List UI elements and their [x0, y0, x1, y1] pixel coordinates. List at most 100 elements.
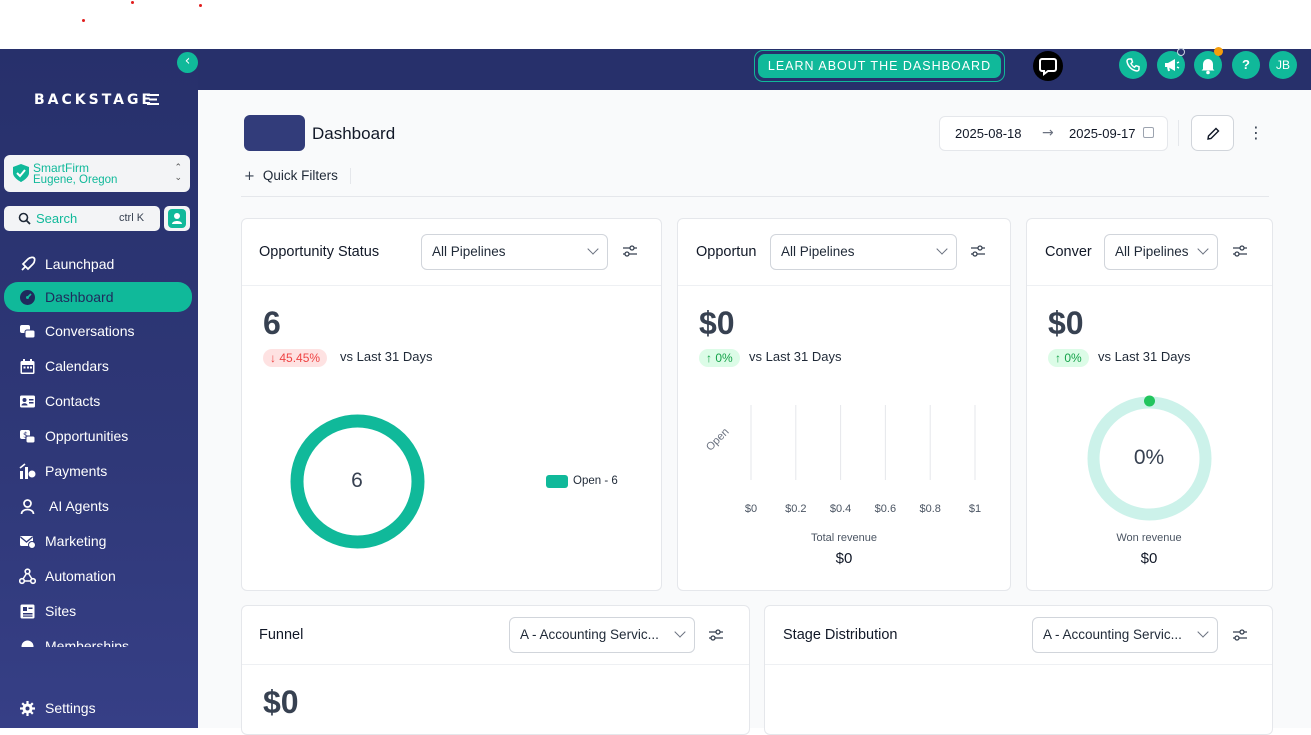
sidebar-item-memberships[interactable]: Memberships — [4, 631, 192, 647]
sidebar-item-launchpad[interactable]: Launchpad — [4, 249, 192, 279]
marketing-icon — [20, 536, 36, 549]
payments-icon — [19, 463, 36, 479]
sidebar-item-label: Marketing — [45, 533, 107, 549]
x-tick-label: $0.6 — [874, 503, 897, 515]
sidebar-item-marketing[interactable]: Marketing — [4, 526, 192, 556]
dashboard-icon — [20, 290, 35, 305]
chart-caption: Total revenue — [810, 532, 878, 544]
collapse-sidebar-button[interactable]: ‹ — [177, 52, 198, 73]
sidebar-item-label: Launchpad — [45, 256, 115, 272]
chevron-down-icon — [587, 243, 599, 255]
pipeline-select-value: All Pipelines — [1115, 244, 1189, 259]
chart-caption-value: $0 — [835, 550, 853, 567]
sidebar-item-conversations[interactable]: Conversations — [4, 316, 192, 346]
pipeline-select[interactable]: A - Accounting Servic... — [509, 617, 695, 653]
sidebar-search[interactable]: Search ctrl K — [4, 206, 160, 231]
pipeline-select-value: All Pipelines — [781, 244, 855, 259]
sidebar-item-opportunities[interactable]: $ Opportunities — [4, 421, 192, 451]
agent-icon — [20, 499, 35, 515]
calendar-icon — [1143, 127, 1154, 138]
date-range-picker[interactable]: 2025-08-18 → 2025-09-17 — [939, 116, 1168, 151]
chat-widget-button[interactable] — [1033, 51, 1063, 81]
card-divider — [242, 285, 661, 286]
top-strip — [0, 0, 1311, 49]
more-options-icon[interactable]: ⋮ — [1248, 123, 1264, 142]
red-dot — [82, 19, 85, 22]
sidebar-item-label: Dashboard — [45, 289, 114, 305]
card-title: Funnel — [259, 627, 304, 643]
memberships-icon — [21, 640, 34, 647]
revenue-bar-chart — [750, 405, 976, 480]
phone-button[interactable] — [1119, 51, 1147, 79]
metric-value: $0 — [1048, 305, 1084, 341]
avatar[interactable]: JB — [1269, 51, 1297, 79]
comparison-label: vs Last 31 Days — [749, 349, 842, 364]
user-icon — [168, 209, 186, 228]
date-end: 2025-09-17 — [1069, 126, 1136, 141]
sliders-icon[interactable] — [1232, 628, 1248, 642]
pipeline-select[interactable]: All Pipelines — [770, 234, 957, 270]
legend-label: Open - 6 — [573, 475, 618, 487]
edit-dashboard-button[interactable] — [1191, 115, 1234, 151]
account-location: Eugene, Oregon — [33, 174, 118, 186]
change-badge: ↓ 45.45% — [263, 349, 328, 367]
divider — [350, 168, 351, 184]
chevron-down-icon — [674, 626, 686, 638]
sidebar-item-label: Opportunities — [45, 428, 129, 444]
page-title: Dashboard — [312, 124, 396, 143]
sidebar-item-calendars[interactable]: Calendars — [4, 351, 192, 381]
pipeline-select[interactable]: All Pipelines — [421, 234, 608, 270]
sidebar-item-payments[interactable]: Payments — [4, 456, 192, 486]
change-badge: ↑ 0% — [699, 349, 740, 367]
learn-dashboard-button[interactable]: LEARN ABOUT THE DASHBOARD — [754, 50, 1005, 82]
sidebar-item-settings[interactable]: Settings — [4, 693, 192, 723]
learn-dashboard-label: LEARN ABOUT THE DASHBOARD — [758, 54, 1001, 78]
sliders-icon[interactable] — [622, 244, 638, 258]
phone-icon — [1126, 58, 1140, 72]
pipeline-select-value: A - Accounting Servic... — [520, 627, 659, 642]
rocket-icon — [21, 256, 36, 271]
pipeline-select[interactable]: A - Accounting Servic... — [1032, 617, 1218, 653]
arrow-right-icon: → — [1042, 125, 1054, 141]
sidebar-item-label: Calendars — [45, 358, 109, 374]
opportunity-status-card — [241, 218, 662, 591]
divider — [241, 196, 1269, 197]
sidebar-item-label: Memberships — [45, 638, 130, 647]
pipeline-select[interactable]: All Pipelines — [1104, 234, 1218, 270]
search-icon — [18, 212, 31, 225]
sidebar-item-ai-agents[interactable]: AI Agents — [4, 491, 192, 521]
sidebar-item-label: Conversations — [45, 323, 135, 339]
gauge-marker — [1144, 395, 1155, 407]
sliders-icon[interactable] — [970, 244, 986, 258]
account-switcher[interactable]: SmartFirm Eugene, Oregon ⌃ ⌄ — [4, 155, 190, 192]
bell-icon — [1201, 59, 1215, 75]
chevron-down-icon — [1197, 626, 1209, 638]
opportunities-icon: $ — [20, 430, 36, 444]
automation-icon — [19, 568, 36, 585]
opportunity-value-card — [677, 218, 1011, 591]
contact-quick-button[interactable] — [164, 206, 190, 231]
sliders-icon[interactable] — [708, 628, 724, 642]
sidebar-item-sites[interactable]: Sites — [4, 596, 192, 626]
x-tick-label: $1 — [968, 503, 982, 515]
help-button[interactable]: ? — [1232, 51, 1260, 79]
sidebar-item-contacts[interactable]: Contacts — [4, 386, 192, 416]
sliders-icon[interactable] — [1232, 244, 1248, 258]
quick-filters-button[interactable]: + Quick Filters — [244, 168, 338, 184]
pipeline-select-value: All Pipelines — [432, 244, 506, 259]
donut-slice-open[interactable] — [290, 414, 425, 549]
sidebar-item-dashboard[interactable]: Dashboard — [4, 282, 192, 312]
x-tick-label: $0 — [744, 503, 758, 515]
contacts-icon — [20, 395, 35, 408]
notification-dot — [1214, 47, 1223, 56]
card-title: Opportun — [696, 244, 757, 260]
dashboard-selector-block[interactable] — [244, 115, 305, 151]
quick-filters-label: Quick Filters — [262, 168, 338, 183]
sidebar-item-label: AI Agents — [49, 498, 109, 514]
shield-check-icon — [13, 164, 29, 182]
logo-lines-icon — [147, 94, 159, 105]
sidebar-item-automation[interactable]: Automation — [4, 561, 192, 591]
chevron-updown-icon: ⌃ ⌄ — [174, 162, 182, 182]
card-divider — [765, 664, 1272, 665]
card-divider — [1027, 285, 1272, 286]
